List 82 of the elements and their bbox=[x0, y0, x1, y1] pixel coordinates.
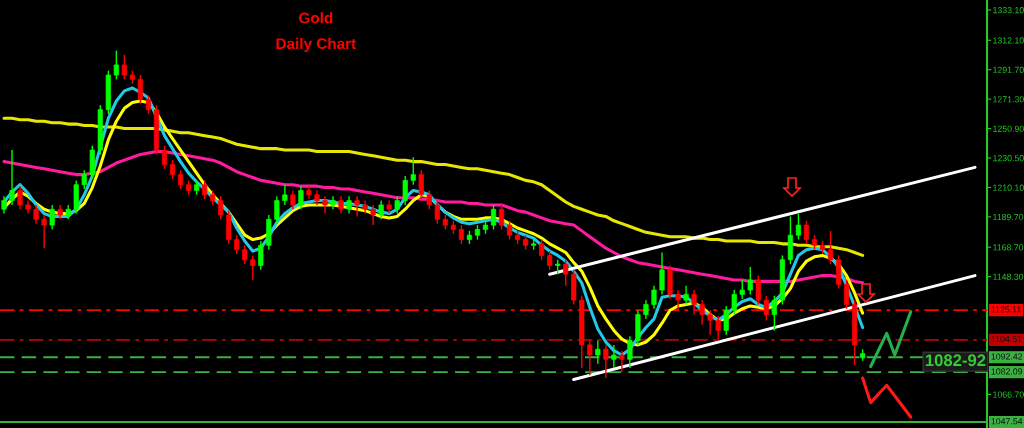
candlestick bbox=[707, 309, 713, 336]
candlestick bbox=[723, 305, 729, 336]
candlestick bbox=[498, 204, 505, 231]
candlestick bbox=[354, 195, 360, 218]
candlestick bbox=[651, 285, 657, 310]
line-series bbox=[861, 376, 913, 419]
candlestick bbox=[587, 339, 593, 376]
candlestick bbox=[827, 230, 834, 265]
candlestick bbox=[771, 295, 777, 332]
ref-line-label: 1082.09 bbox=[991, 368, 1023, 375]
candlestick bbox=[611, 344, 617, 369]
text: Daily Chart bbox=[276, 37, 356, 53]
candlestick bbox=[218, 195, 224, 221]
candlestick bbox=[17, 185, 23, 210]
ref-line-label: 1047.54 bbox=[991, 418, 1023, 425]
candlestick bbox=[619, 349, 625, 373]
candlestick bbox=[282, 184, 288, 206]
candlestick bbox=[410, 156, 416, 186]
candlestick bbox=[715, 315, 721, 342]
candlestick bbox=[539, 238, 545, 261]
y-tick-label: 1210.10 bbox=[993, 184, 1024, 191]
candlestick bbox=[242, 244, 248, 265]
candlestick bbox=[755, 274, 761, 306]
candlestick bbox=[731, 289, 737, 316]
candlestick bbox=[795, 212, 802, 241]
y-tick-label: 1066.70 bbox=[993, 391, 1024, 398]
y-tick-label: 1148.30 bbox=[993, 273, 1024, 280]
y-tick-label: 1291.70 bbox=[993, 66, 1024, 73]
y-tick-label: 1333.10 bbox=[993, 7, 1024, 14]
candlestick bbox=[434, 199, 440, 225]
candlestick bbox=[747, 266, 753, 296]
candlestick bbox=[161, 145, 168, 170]
ref-line-label: 1125.11 bbox=[991, 306, 1021, 313]
candlestick bbox=[322, 195, 328, 215]
candlestick bbox=[290, 189, 296, 210]
candlestick bbox=[41, 214, 47, 249]
candlestick bbox=[490, 204, 497, 231]
candlestick bbox=[659, 251, 665, 296]
y-tick-label: 1230.50 bbox=[993, 155, 1024, 162]
ref-line-label: 1104.51 bbox=[991, 335, 1022, 343]
candlestick bbox=[250, 254, 256, 281]
candlestick bbox=[113, 49, 119, 81]
candlestick bbox=[370, 204, 376, 226]
candlestick bbox=[418, 169, 424, 200]
candlestick bbox=[627, 335, 633, 369]
candlestick bbox=[683, 285, 689, 306]
y-tick-label: 1312.10 bbox=[993, 37, 1024, 44]
y-tick-label: 1168.70 bbox=[993, 244, 1024, 251]
candlestick bbox=[121, 54, 127, 81]
y-tick-label: 1271.30 bbox=[993, 96, 1024, 103]
candlestick bbox=[202, 179, 208, 200]
candlestick bbox=[402, 175, 408, 206]
candlestick bbox=[81, 169, 87, 190]
annotation: 1082-92 bbox=[925, 354, 986, 367]
candlestick bbox=[458, 224, 464, 245]
candlestick bbox=[378, 199, 384, 221]
y-tick-label: 1189.70 bbox=[993, 213, 1024, 221]
candlestick bbox=[49, 204, 55, 231]
line-series bbox=[869, 310, 913, 369]
candlestick bbox=[258, 240, 264, 271]
candlestick bbox=[137, 74, 144, 105]
candlestick bbox=[9, 149, 15, 206]
candlestick bbox=[234, 234, 240, 255]
candlestick bbox=[426, 189, 432, 210]
text: Gold bbox=[299, 12, 333, 24]
candlestick bbox=[298, 185, 304, 210]
line-series bbox=[2, 116, 865, 257]
ref-line-label: 1092.42 bbox=[991, 353, 1023, 360]
candlestick bbox=[33, 204, 39, 225]
candlestick bbox=[547, 250, 553, 271]
candlestick bbox=[274, 195, 280, 225]
candlestick bbox=[595, 339, 601, 365]
candlestick bbox=[169, 159, 176, 180]
candlestick bbox=[563, 259, 569, 287]
candlestick bbox=[643, 299, 649, 320]
candlestick bbox=[145, 94, 152, 115]
candlestick bbox=[506, 220, 513, 241]
y-tick-label: 1250.90 bbox=[993, 125, 1024, 132]
candlestick bbox=[803, 220, 810, 245]
candlestick bbox=[603, 344, 609, 379]
candlestick bbox=[177, 169, 184, 190]
candlestick bbox=[739, 279, 745, 300]
